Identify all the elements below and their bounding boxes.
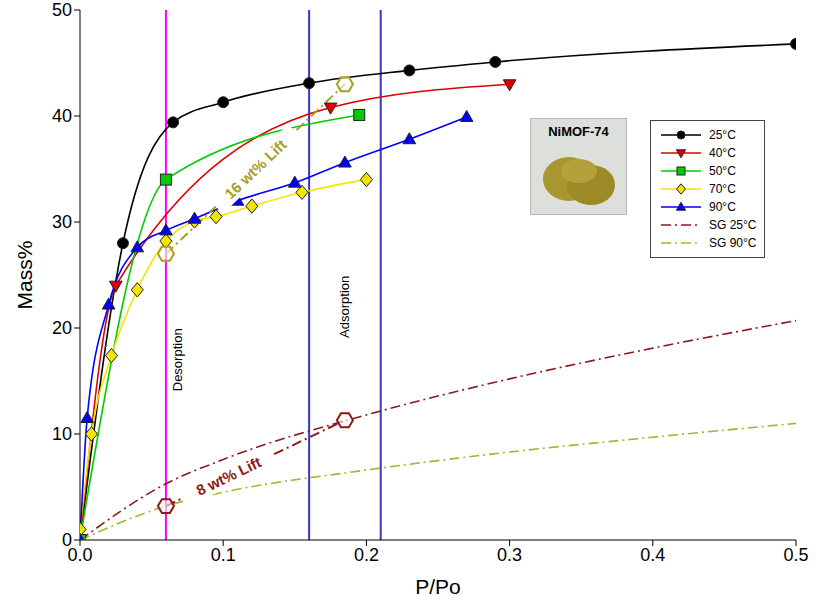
html-text:70°C: 70°C bbox=[709, 182, 736, 196]
html-text:40°C: 40°C bbox=[709, 146, 736, 160]
html-text:NiMOF-74: NiMOF-74 bbox=[548, 124, 609, 139]
svg-text:8 wt% Lift: 8 wt% Lift bbox=[193, 453, 263, 499]
html-text:SG 25°C: SG 25°C bbox=[709, 218, 757, 232]
svg-text:0: 0 bbox=[62, 530, 72, 550]
svg-text:0.1: 0.1 bbox=[211, 545, 236, 565]
svg-text:50: 50 bbox=[52, 0, 72, 20]
svg-text:16 wt% Lift: 16 wt% Lift bbox=[221, 136, 290, 202]
svg-text:10: 10 bbox=[52, 424, 72, 444]
svg-text:Mass%: Mass% bbox=[13, 241, 36, 310]
svg-text:20: 20 bbox=[52, 318, 72, 338]
svg-text:0.3: 0.3 bbox=[497, 545, 522, 565]
svg-text:30: 30 bbox=[52, 212, 72, 232]
html-text:SG 90°C: SG 90°C bbox=[709, 236, 757, 250]
svg-text:P/Po: P/Po bbox=[415, 575, 461, 598]
svg-text:0.2: 0.2 bbox=[354, 545, 379, 565]
svg-text:0.4: 0.4 bbox=[640, 545, 665, 565]
html-text:25°C: 25°C bbox=[709, 128, 736, 142]
svg-text:Adsorption: Adsorption bbox=[337, 276, 352, 338]
svg-text:0.0: 0.0 bbox=[67, 544, 93, 565]
svg-text:0.5: 0.5 bbox=[783, 545, 808, 565]
html-text:50°C: 50°C bbox=[709, 164, 736, 178]
html-text:90°C: 90°C bbox=[709, 200, 736, 214]
svg-text:Desorption: Desorption bbox=[170, 328, 185, 391]
svg-text:40: 40 bbox=[52, 106, 72, 126]
